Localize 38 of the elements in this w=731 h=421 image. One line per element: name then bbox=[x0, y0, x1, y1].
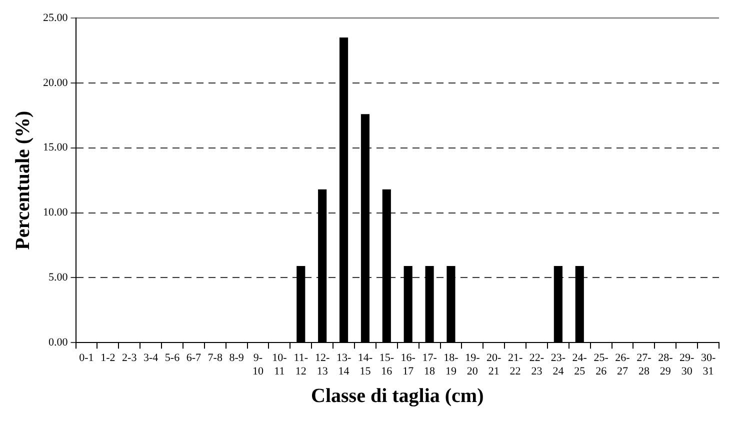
x-tick-label: 29-30 bbox=[680, 352, 694, 378]
y-tick-label: 20.00 bbox=[43, 76, 68, 89]
x-tick-label: 7-8 bbox=[208, 352, 223, 364]
x-tick-label: 3-4 bbox=[143, 352, 159, 364]
y-tick-label: 10.00 bbox=[43, 206, 68, 219]
y-tick-label: 15.00 bbox=[43, 142, 68, 154]
x-tick-label: 19-20 bbox=[465, 352, 480, 378]
x-tick-label: 22-23 bbox=[529, 352, 544, 378]
x-tick-label: 1-2 bbox=[100, 352, 116, 364]
x-tick-label: 10-11 bbox=[272, 352, 288, 378]
x-tick-label: 14-15 bbox=[358, 352, 373, 378]
x-tick-label: 18-19 bbox=[444, 352, 459, 378]
x-tick-label: 25-26 bbox=[594, 352, 609, 378]
y-axis-title: Percentuale (%) bbox=[12, 110, 34, 250]
x-tick-label: 13-14 bbox=[336, 352, 352, 378]
x-tick-label: 15-16 bbox=[379, 352, 394, 378]
y-tick-label: 5.00 bbox=[48, 272, 68, 284]
x-tick-label: 2-3 bbox=[122, 352, 138, 364]
x-tick-label: 11-12 bbox=[294, 352, 308, 378]
x-tick-label: 26-27 bbox=[615, 352, 630, 378]
x-tick-label: 23-24 bbox=[550, 352, 566, 378]
x-tick-label: 27-28 bbox=[636, 352, 652, 378]
x-tick-label: 17-18 bbox=[422, 352, 438, 378]
x-tick-label: 28-29 bbox=[658, 352, 674, 378]
x-tick-label: 21-22 bbox=[508, 352, 523, 378]
x-tick-label: 16-17 bbox=[400, 352, 416, 378]
x-tick-label: 5-6 bbox=[164, 352, 180, 364]
x-tick-label: 9-10 bbox=[252, 352, 264, 378]
x-tick-label: 30-31 bbox=[700, 352, 716, 378]
x-tick-label: 12-13 bbox=[314, 352, 330, 378]
y-tick-label: 0.00 bbox=[48, 336, 68, 348]
x-tick-label: 20-21 bbox=[486, 352, 502, 378]
x-tick-label: 8-9 bbox=[229, 352, 244, 364]
x-axis-title: Classe di taglia (cm) bbox=[310, 385, 484, 408]
x-tick-label: 6-7 bbox=[186, 352, 202, 364]
y-tick-label: 25.00 bbox=[43, 12, 68, 24]
x-tick-label: 24-25 bbox=[572, 352, 588, 378]
x-tick-label: 0-1 bbox=[79, 352, 94, 364]
